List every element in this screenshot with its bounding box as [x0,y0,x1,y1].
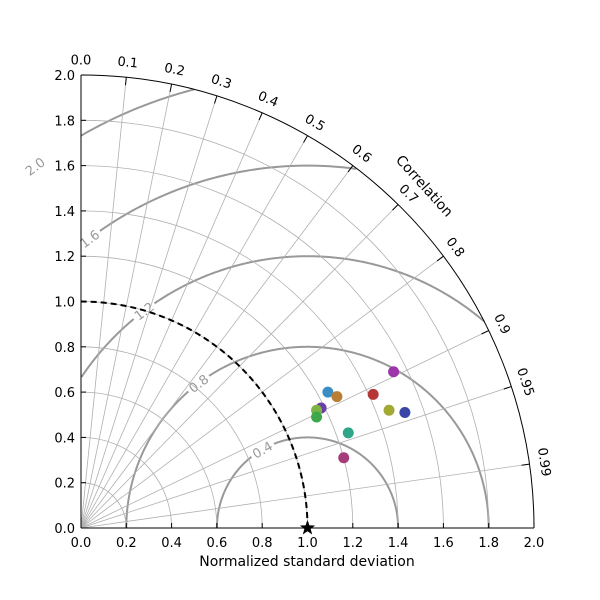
std-grid-arc [80,482,127,529]
x-tick-label: 1.0 [297,536,318,551]
x-tick-label: 0.8 [252,536,273,551]
x-tick-label: 1.2 [342,536,363,551]
correlation-tick-label: 0.1 [117,55,139,72]
correlation-tick-mark [258,112,263,121]
rms-contour-label-bg [183,369,214,398]
data-point [311,411,323,423]
y-tick-label: 0.2 [54,477,75,492]
data-points [299,366,411,535]
rms-contour-label-bg [246,436,278,463]
x-tick-label: 0.6 [207,536,228,551]
correlation-tick-mark [503,386,512,390]
y-tick-label: 0.0 [54,522,75,537]
correlation-tick-label: 0.9 [490,312,513,337]
x-tick-label: 1.4 [388,536,409,551]
outer-arc [80,74,535,529]
std-grid-arc [80,255,354,529]
data-point [342,427,354,439]
rms-contour [80,88,195,137]
x-tick-label: 1.8 [478,536,499,551]
correlation-tick-mark [481,330,489,335]
correlation-tick-label: 0.6 [349,142,375,166]
data-point [399,406,411,418]
y-tick-label: 0.4 [54,431,75,446]
rms-contour-label-bg [19,152,51,181]
x-tick-label: 0.4 [161,536,182,551]
correlation-tick-label: 0.5 [302,112,327,135]
correlation-tick-label: 0.0 [71,53,92,68]
correlation-grid-ray [80,165,354,529]
std-grid-arc [80,165,444,529]
y-tick-label: 1.4 [54,205,75,220]
rms-contour [81,164,357,246]
x-tick-label: 1.6 [433,536,454,551]
std-grid-arc [80,210,399,529]
correlation-tick-label: 0.4 [255,89,280,111]
rms-contour [125,345,490,528]
x-tick-label: 0.2 [116,536,137,551]
data-point [388,366,400,378]
correlation-tick-mark [214,95,218,104]
grid-lines [80,77,530,529]
correlation-tick-mark [521,463,530,466]
y-tick-label: 1.6 [54,160,75,175]
x-tick-label: 2.0 [524,536,545,551]
rms-contour [215,436,400,528]
correlation-tick-mark [392,204,399,211]
std-grid-arc [80,391,218,529]
data-point [322,386,334,398]
y-tick-label: 0.6 [54,386,75,401]
std-grid-arc [80,119,490,529]
reference-std-arc [80,300,309,529]
correlation-tick-label: 0.3 [209,72,233,93]
y-tick-label: 2.0 [54,69,75,84]
std-grid-arc [80,346,263,529]
data-point [383,404,395,416]
y-tick-label: 1.8 [54,114,75,129]
y-tick-label: 1.2 [54,250,75,265]
correlation-tick-label: 0.8 [443,235,467,261]
rms-contour [80,255,485,378]
correlation-tick-mark [169,84,173,93]
correlation-tick-mark [125,77,127,86]
rms-contours: 0.40.81.21.62.0 [19,88,490,528]
data-point [331,391,343,403]
x-axis-label: Normalized standard deviation [199,554,414,570]
data-point [338,452,350,464]
reference-star-marker [299,520,316,535]
rms-contour-label-bg [74,224,105,253]
correlation-tick-label: 0.99 [534,447,553,478]
x-tick-label: 0.0 [71,536,92,551]
correlation-tick-mark [347,165,354,173]
correlation-grid-ray [80,135,308,529]
correlation-tick-mark [303,135,308,143]
reference-arc-layer [80,300,309,529]
correlation-tick-label: 0.2 [163,61,186,80]
correlation-tick-label: 0.95 [513,366,536,398]
correlation-grid-ray [80,95,218,529]
data-point [367,388,379,400]
y-tick-label: 0.8 [54,341,75,356]
y-tick-label: 1.0 [54,296,75,311]
correlation-tick-mark [436,255,444,262]
